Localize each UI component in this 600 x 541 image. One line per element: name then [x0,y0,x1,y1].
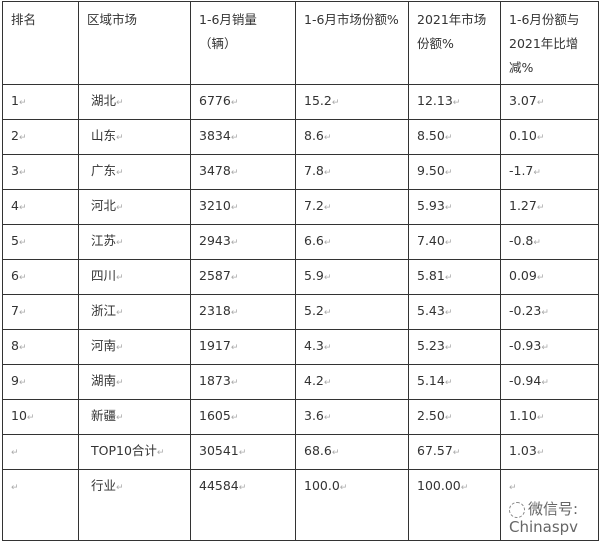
table-cell: 1873↵ [190,364,296,400]
table-cell: 湖南↵ [78,364,191,400]
table-cell: ↵ [2,469,79,541]
table-cell: 1917↵ [190,329,296,365]
table-row: 4↵ 河北↵ 3210↵ 7.2↵ 5.93↵ 1.27↵ [2,189,599,225]
table-row: ↵ TOP10合计↵ 30541↵ 68.6↵ 67.57↵ 1.03↵ [2,434,599,470]
table-cell: 4.3↵ [295,329,409,365]
table-cell: 山东↵ [78,119,191,155]
table-cell: 2.50↵ [408,399,501,435]
table-cell: 1605↵ [190,399,296,435]
table-cell: 四川↵ [78,259,191,295]
watermark: 微信号: Chinaspv [509,500,579,536]
table-cell: 9↵ [2,364,79,400]
header-cell: 1-6月销量（辆） [190,1,296,85]
table-cell: 12.13↵ [408,84,501,120]
table-cell: 7.2↵ [295,189,409,225]
table-cell: 5.43↵ [408,294,501,330]
table-cell: -0.94↵ [500,364,599,400]
table-cell: TOP10合计↵ [78,434,191,470]
table-cell: 2587↵ [190,259,296,295]
table-cell: ↵ [2,434,79,470]
table-cell: 8↵ [2,329,79,365]
table-cell: 4↵ [2,189,79,225]
header-cell: 2021年市场份额% [408,1,501,85]
table-row: 9↵ 湖南↵ 1873↵ 4.2↵ 5.14↵ -0.94↵ [2,364,599,400]
table-cell: 行业↵ [78,469,191,541]
table-cell: 江苏↵ [78,224,191,260]
table-cell: 2943↵ [190,224,296,260]
table-cell: 1.03↵ [500,434,599,470]
table-cell: 5.14↵ [408,364,501,400]
table-row: 3↵ 广东↵ 3478↵ 7.8↵ 9.50↵ -1.7↵ [2,154,599,190]
header-row: 排名 区域市场 1-6月销量（辆） 1-6月市场份额% 2021年市场份额% 1… [2,1,599,85]
header-cell: 区域市场 [78,1,191,85]
table-cell: 2↵ [2,119,79,155]
table-cell: -0.93↵ [500,329,599,365]
table-cell: 10↵ [2,399,79,435]
header-cell: 1-6月份额与2021年比增减% [500,1,599,85]
table-cell: 44584↵ [190,469,296,541]
table-cell: -0.23↵ [500,294,599,330]
table-row: 7↵ 浙江↵ 2318↵ 5.2↵ 5.43↵ -0.23↵ [2,294,599,330]
table-cell: 河北↵ [78,189,191,225]
header-cell: 1-6月市场份额% [295,1,409,85]
table-cell: 3↵ [2,154,79,190]
table-cell: 浙江↵ [78,294,191,330]
table-cell: 广东↵ [78,154,191,190]
table-cell: 30541↵ [190,434,296,470]
table-cell: 100.0↵ [295,469,409,541]
table-cell: 5.23↵ [408,329,501,365]
table-cell: 68.6↵ [295,434,409,470]
table-row: 2↵ 山东↵ 3834↵ 8.6↵ 8.50↵ 0.10↵ [2,119,599,155]
table-row: 6↵ 四川↵ 2587↵ 5.9↵ 5.81↵ 0.09↵ [2,259,599,295]
table-row: ↵ 行业↵ 44584↵ 100.0↵ 100.00↵ ↵ 微信号: Chinaspv [2,469,599,541]
table-cell: 6.6↵ [295,224,409,260]
table-row: 5↵ 江苏↵ 2943↵ 6.6↵ 7.40↵ -0.8↵ [2,224,599,260]
table-cell: 3.07↵ [500,84,599,120]
table-cell: 3210↵ [190,189,296,225]
table-cell: 湖北↵ [78,84,191,120]
header-cell: 排名 [2,1,79,85]
table-row: 8↵ 河南↵ 1917↵ 4.3↵ 5.23↵ -0.93↵ [2,329,599,365]
table-cell: ↵ 微信号: Chinaspv [500,469,599,541]
table-cell: 5.93↵ [408,189,501,225]
table-cell: 100.00↵ [408,469,501,541]
table-cell: 5.81↵ [408,259,501,295]
table-cell: 新疆↵ [78,399,191,435]
table-row: 10↵ 新疆↵ 1605↵ 3.6↵ 2.50↵ 1.10↵ [2,399,599,435]
table-row: 1↵ 湖北↵ 6776↵ 15.2↵ 12.13↵ 3.07↵ [2,84,599,120]
table-cell: 15.2↵ [295,84,409,120]
table-cell: 8.6↵ [295,119,409,155]
table-cell: 河南↵ [78,329,191,365]
table-cell: 8.50↵ [408,119,501,155]
table-cell: 5↵ [2,224,79,260]
table-cell: 6↵ [2,259,79,295]
table-cell: 3478↵ [190,154,296,190]
table-cell: 5.2↵ [295,294,409,330]
table-cell: 5.9↵ [295,259,409,295]
table-cell: -1.7↵ [500,154,599,190]
table-cell: 6776↵ [190,84,296,120]
table-cell: 7↵ [2,294,79,330]
table-cell: 3.6↵ [295,399,409,435]
table-cell: 0.10↵ [500,119,599,155]
table-cell: 2318↵ [190,294,296,330]
table-cell: 7.40↵ [408,224,501,260]
table-cell: 1↵ [2,84,79,120]
wechat-icon [509,501,525,518]
table-cell: 3834↵ [190,119,296,155]
table-cell: 0.09↵ [500,259,599,295]
table-cell: 1.27↵ [500,189,599,225]
table-cell: 1.10↵ [500,399,599,435]
table-cell: 4.2↵ [295,364,409,400]
table-cell: 9.50↵ [408,154,501,190]
table-cell: 7.8↵ [295,154,409,190]
table-cell: -0.8↵ [500,224,599,260]
table-cell: 67.57↵ [408,434,501,470]
